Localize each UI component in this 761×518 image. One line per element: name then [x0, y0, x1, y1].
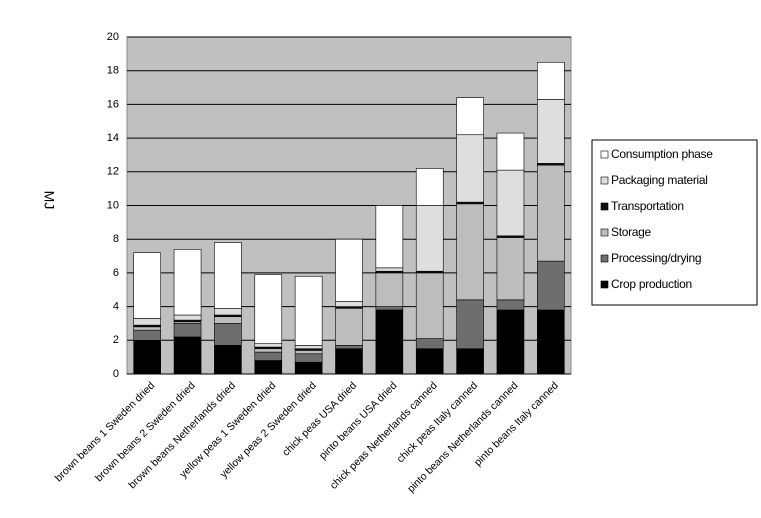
bar-segment: [254, 351, 283, 361]
bar-segment: [375, 309, 404, 375]
bar-segment: [415, 348, 444, 375]
bar-segment: [496, 237, 525, 301]
bar-segment: [456, 348, 484, 375]
bar-segment: [537, 164, 565, 262]
bar-segment: [133, 252, 161, 319]
bar-segment: [415, 168, 444, 206]
y-tick-label: 2: [113, 334, 119, 346]
bar-segment: [415, 338, 444, 350]
bar-segment: [537, 61, 565, 100]
bar-segment: [294, 361, 323, 375]
bar-segment: [254, 343, 283, 348]
x-tick-label: chick peas USA dried: [280, 379, 359, 458]
bar-segment: [173, 336, 202, 375]
legend-swatch: [600, 228, 609, 237]
y-tick-label: 20: [107, 31, 119, 43]
bar-segment: [214, 323, 242, 346]
bar-segment: [537, 99, 565, 164]
bar-segment: [496, 299, 525, 311]
bar-segment: [496, 309, 525, 375]
bar-segment: [537, 309, 565, 375]
y-tick-label: 6: [113, 267, 119, 279]
bar-segment: [375, 205, 404, 269]
bar-segment: [456, 97, 484, 136]
legend-swatch: [600, 254, 609, 263]
y-tick-label: 0: [113, 368, 119, 380]
bar-segment: [214, 242, 242, 309]
y-tick-label: 16: [107, 98, 119, 110]
bar-segment: [133, 339, 161, 375]
bar-segment: [294, 345, 323, 350]
legend-label: Crop production: [611, 277, 692, 291]
bar-segment: [375, 272, 404, 307]
legend-box: [591, 139, 758, 306]
bar-segment: [294, 350, 323, 355]
legend-label: Packaging material: [611, 173, 708, 187]
y-tick-label: 4: [113, 301, 119, 313]
bar-segment: [254, 348, 283, 353]
bar-segment: [173, 249, 202, 316]
bar-segment: [254, 274, 283, 344]
bar-segment: [173, 323, 202, 338]
bar-segment: [537, 260, 565, 311]
bar-segment: [335, 348, 363, 375]
bar-segment: [133, 329, 161, 341]
x-tick-label: pinto beans USA dried: [317, 379, 399, 461]
y-tick-label: 14: [107, 132, 119, 144]
legend-swatch: [600, 150, 609, 159]
bar-segment: [375, 267, 404, 272]
bar-segment: [496, 132, 525, 171]
bar-segment: [133, 318, 161, 326]
bar-segment: [214, 316, 242, 324]
y-tick-label: 18: [107, 65, 119, 77]
legend-swatch: [600, 176, 609, 185]
bar-segment: [415, 272, 444, 339]
bar-segment: [294, 353, 323, 363]
bar-segment: [294, 275, 323, 346]
legend-swatch: [600, 280, 609, 289]
bar-segment: [335, 238, 363, 302]
y-tick-label: 8: [113, 233, 119, 245]
y-axis-label: MJ: [41, 191, 57, 210]
x-tick-label: chick peas Italy canned: [395, 379, 481, 465]
x-tick-label: pinto beans Italy canned: [472, 379, 561, 468]
bar-segment: [456, 299, 484, 350]
y-tick-label: 10: [107, 199, 119, 211]
bar-segment: [335, 307, 363, 346]
legend: Crop production Processing/drying Storage T…: [600, 147, 714, 291]
bar-segment: [456, 203, 484, 301]
bar-segment: [375, 306, 404, 311]
bar-segment: [335, 345, 363, 350]
bar-segment: [173, 314, 202, 321]
legend-label: Consumption phase: [611, 147, 713, 161]
bar-segment: [456, 134, 484, 203]
bar-segment: [214, 307, 242, 316]
bar-segment: [254, 360, 283, 375]
legend-label: Transportation: [611, 199, 684, 213]
bar-segment: [496, 169, 525, 237]
legend-swatch: [600, 202, 609, 211]
bar-segment: [133, 326, 161, 331]
legend-label: Processing/drying: [611, 251, 701, 265]
y-tick-label: 12: [107, 166, 119, 178]
bar-segment: [415, 205, 444, 272]
bar-segment: [335, 301, 363, 307]
bar-segment: [214, 345, 242, 375]
legend-label: Storage: [611, 225, 652, 239]
